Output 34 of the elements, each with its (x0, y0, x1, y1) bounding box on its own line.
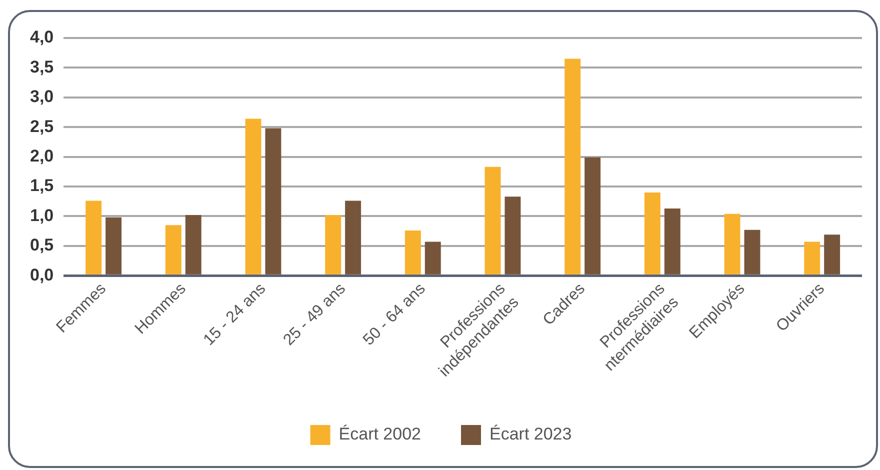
bar (564, 58, 581, 274)
bar (265, 128, 282, 274)
bar (724, 214, 740, 274)
y-tick-label: 4,0 (30, 28, 54, 47)
bar (744, 230, 760, 274)
bar (245, 118, 262, 274)
y-tick-label: 0,5 (30, 236, 54, 255)
bar (804, 242, 820, 274)
bar (165, 225, 182, 274)
bar (185, 215, 202, 274)
bar (106, 217, 122, 274)
y-tick-label: 1,0 (30, 206, 54, 225)
y-tick-label: 2,0 (30, 146, 54, 166)
y-tick-label: 3,0 (30, 87, 54, 106)
bar (404, 230, 421, 274)
bar (345, 200, 362, 274)
y-tick-label: 0,0 (30, 265, 54, 284)
bar (664, 208, 680, 274)
x-tick-label: 15 - 24 ans (200, 280, 270, 349)
legend-label: Écart 2002 (338, 424, 422, 444)
x-tick-label: 50 - 64 ans (360, 280, 429, 349)
bar (86, 200, 102, 274)
bar (644, 192, 660, 274)
bar (504, 196, 521, 274)
legend-label: Écart 2023 (490, 424, 572, 444)
bar (824, 234, 840, 274)
y-tick-label: 1,5 (30, 176, 54, 196)
y-tick-label: 2,5 (30, 116, 54, 136)
bar (424, 242, 441, 274)
x-tick-label: 25 - 49 ans (280, 280, 350, 349)
y-tick-label: 3,5 (30, 57, 54, 76)
bar (325, 215, 342, 274)
bar (484, 166, 501, 274)
bar (584, 157, 601, 274)
